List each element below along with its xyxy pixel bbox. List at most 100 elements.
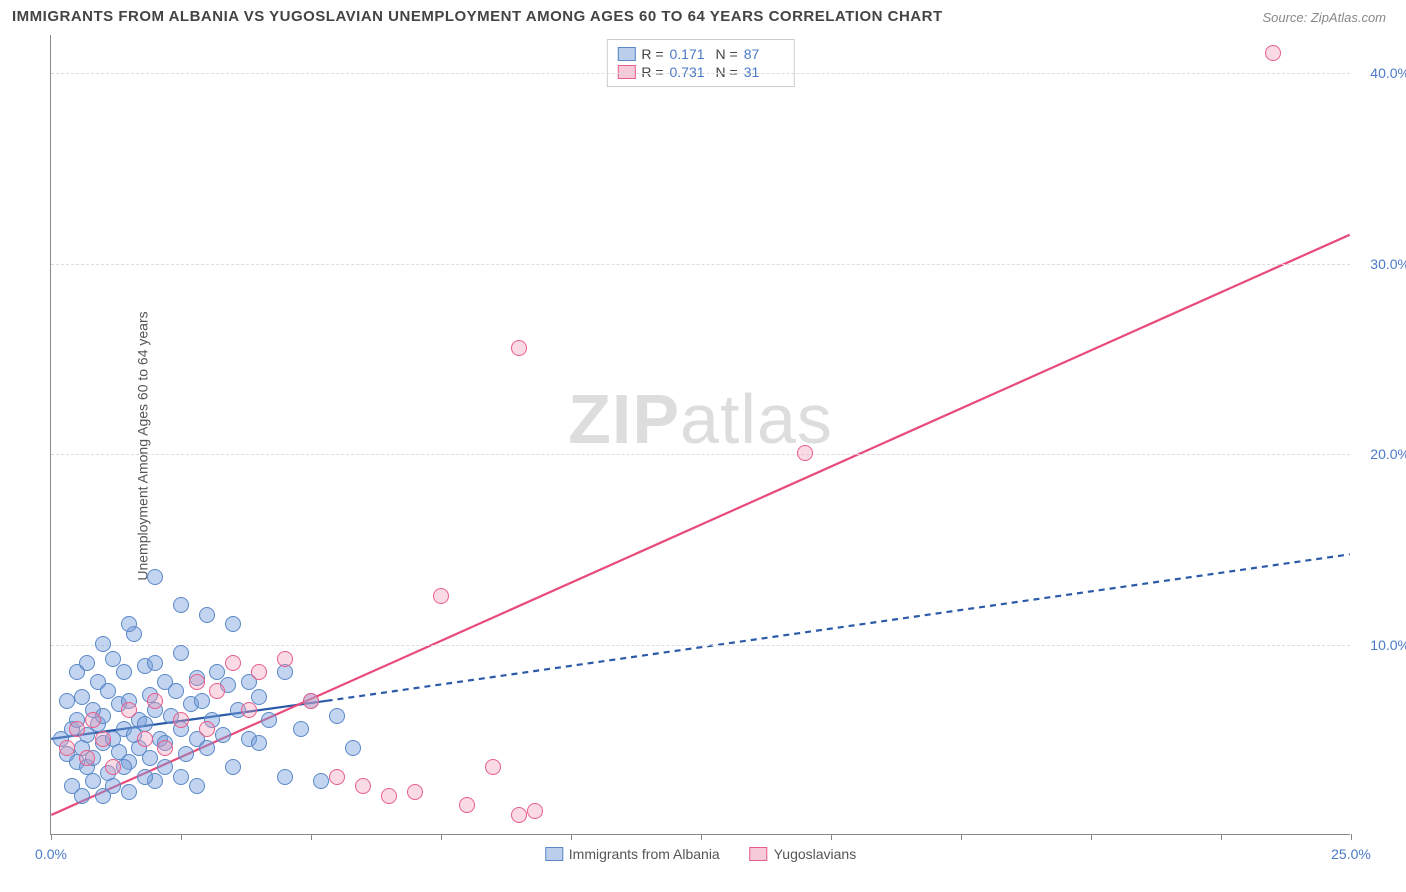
plot-area: ZIPatlas R = 0.171 N = 87 R = 0.731 N = … <box>50 35 1350 835</box>
data-point <box>147 693 163 709</box>
x-tick <box>1091 834 1092 840</box>
chart-title: IMMIGRANTS FROM ALBANIA VS YUGOSLAVIAN U… <box>12 8 943 25</box>
data-point <box>157 740 173 756</box>
data-point <box>173 597 189 613</box>
x-tick <box>831 834 832 840</box>
data-point <box>137 716 153 732</box>
legend-swatch <box>617 47 635 61</box>
legend-correlation: R = 0.171 N = 87 R = 0.731 N = 31 <box>606 39 794 87</box>
y-tick-label: 30.0% <box>1370 256 1406 272</box>
data-point <box>277 651 293 667</box>
y-tick-label: 10.0% <box>1370 637 1406 653</box>
data-point <box>121 784 137 800</box>
data-point <box>293 721 309 737</box>
data-point <box>209 683 225 699</box>
data-point <box>121 616 137 632</box>
legend-series: Immigrants from Albania Yugoslavians <box>545 846 856 862</box>
data-point <box>329 769 345 785</box>
legend-r-value: 0.171 <box>670 46 710 62</box>
legend-swatch <box>545 847 563 861</box>
data-point <box>433 588 449 604</box>
legend-swatch <box>617 65 635 79</box>
x-tick <box>1221 834 1222 840</box>
watermark: ZIPatlas <box>568 379 833 459</box>
data-point <box>189 778 205 794</box>
data-point <box>142 750 158 766</box>
legend-swatch <box>750 847 768 861</box>
data-point <box>241 702 257 718</box>
data-point <box>511 807 527 823</box>
gridline <box>51 264 1350 265</box>
data-point <box>225 655 241 671</box>
data-point <box>199 607 215 623</box>
data-point <box>173 769 189 785</box>
data-point <box>116 664 132 680</box>
data-point <box>157 759 173 775</box>
data-point <box>355 778 371 794</box>
legend-n-value: 31 <box>744 64 784 80</box>
data-point <box>345 740 361 756</box>
data-point <box>527 803 543 819</box>
data-point <box>199 740 215 756</box>
data-point <box>1265 45 1281 61</box>
y-tick-label: 40.0% <box>1370 65 1406 81</box>
data-point <box>199 721 215 737</box>
data-point <box>85 712 101 728</box>
data-point <box>194 693 210 709</box>
legend-r-label: R = <box>641 64 663 80</box>
legend-item: Yugoslavians <box>750 846 857 862</box>
x-tick <box>1351 834 1352 840</box>
legend-n-label: N = <box>716 64 738 80</box>
gridline <box>51 73 1350 74</box>
data-point <box>74 788 90 804</box>
data-point <box>381 788 397 804</box>
data-point <box>797 445 813 461</box>
data-point <box>147 655 163 671</box>
x-tick <box>961 834 962 840</box>
data-point <box>225 759 241 775</box>
data-point <box>251 735 267 751</box>
legend-n-value: 87 <box>744 46 784 62</box>
data-point <box>329 708 345 724</box>
data-point <box>313 773 329 789</box>
data-point <box>459 797 475 813</box>
source-label: Source: ZipAtlas.com <box>1262 10 1386 25</box>
data-point <box>511 340 527 356</box>
data-point <box>215 727 231 743</box>
data-point <box>105 759 121 775</box>
gridline <box>51 454 1350 455</box>
data-point <box>137 769 153 785</box>
data-point <box>137 731 153 747</box>
data-point <box>225 616 241 632</box>
legend-r-label: R = <box>641 46 663 62</box>
data-point <box>85 773 101 789</box>
x-tick <box>701 834 702 840</box>
data-point <box>79 655 95 671</box>
data-point <box>173 645 189 661</box>
data-point <box>95 731 111 747</box>
x-tick <box>181 834 182 840</box>
legend-label: Yugoslavians <box>774 846 857 862</box>
legend-label: Immigrants from Albania <box>569 846 720 862</box>
x-tick <box>311 834 312 840</box>
gridline <box>51 645 1350 646</box>
data-point <box>147 569 163 585</box>
data-point <box>59 693 75 709</box>
data-point <box>189 674 205 690</box>
x-tick <box>441 834 442 840</box>
data-point <box>173 712 189 728</box>
data-point <box>261 712 277 728</box>
data-point <box>121 702 137 718</box>
legend-row: R = 0.731 N = 31 <box>617 64 783 80</box>
x-tick-label: 25.0% <box>1331 846 1371 862</box>
y-tick-label: 20.0% <box>1370 446 1406 462</box>
data-point <box>59 740 75 756</box>
data-point <box>251 689 267 705</box>
legend-n-label: N = <box>716 46 738 62</box>
data-point <box>79 750 95 766</box>
data-point <box>407 784 423 800</box>
data-point <box>178 746 194 762</box>
data-point <box>303 693 319 709</box>
legend-r-value: 0.731 <box>670 64 710 80</box>
x-tick <box>51 834 52 840</box>
